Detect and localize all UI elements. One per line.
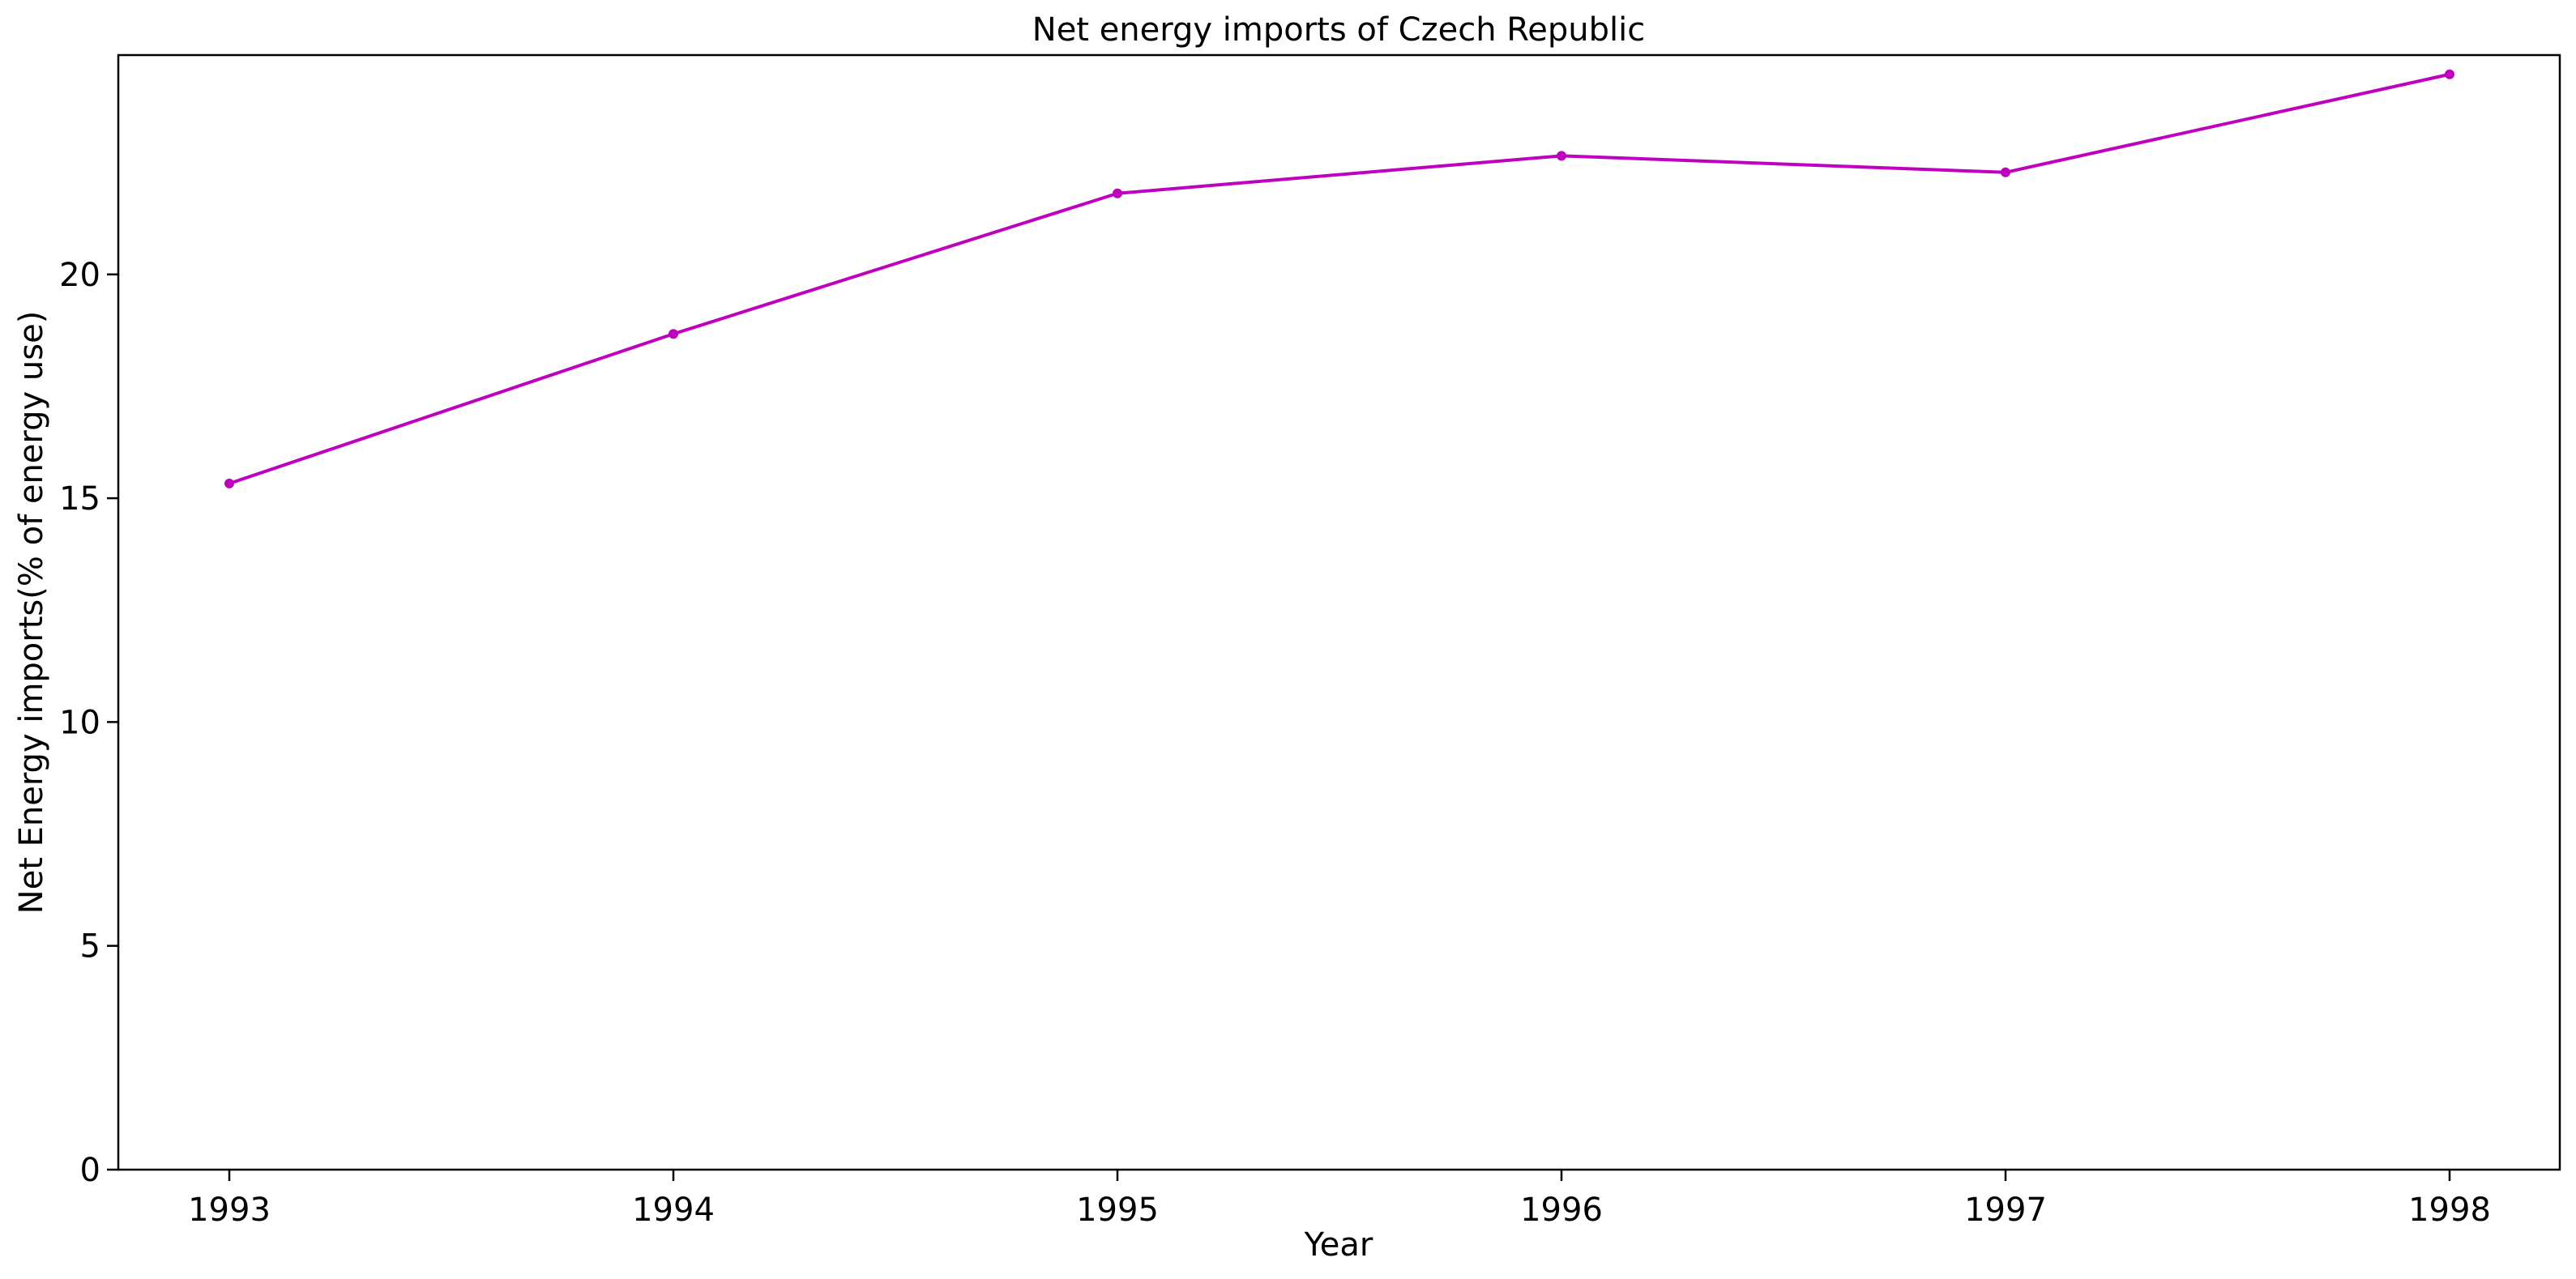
data-point-1998 bbox=[2445, 69, 2454, 79]
y-tick-label: 5 bbox=[80, 928, 100, 966]
x-tick-label: 1997 bbox=[1964, 1192, 2047, 1229]
y-axis-ticks: 0 5 10 15 20 bbox=[59, 257, 118, 1189]
y-tick-label: 0 bbox=[80, 1152, 100, 1189]
data-point-1994 bbox=[669, 329, 678, 339]
x-axis-ticks: 1993 1994 1995 1996 1997 1998 bbox=[188, 1170, 2491, 1229]
x-tick-label: 1994 bbox=[632, 1192, 715, 1229]
x-axis-title: Year bbox=[1304, 1226, 1373, 1264]
y-axis-title: Net Energy imports(% of energy use) bbox=[13, 311, 50, 914]
y-tick-label: 10 bbox=[59, 704, 100, 741]
y-tick-label: 15 bbox=[59, 480, 100, 518]
chart-title: Net energy imports of Czech Republic bbox=[1032, 11, 1645, 49]
plot-frame bbox=[117, 53, 2561, 1171]
series-line bbox=[228, 72, 2451, 485]
x-tick-label: 1998 bbox=[2408, 1192, 2491, 1229]
data-point-1993 bbox=[224, 478, 234, 488]
data-point-1996 bbox=[1557, 151, 1566, 161]
data-point-markers bbox=[224, 69, 2454, 488]
data-point-1997 bbox=[2001, 167, 2010, 177]
x-tick-label: 1995 bbox=[1076, 1192, 1159, 1229]
data-point-1995 bbox=[1113, 188, 1122, 198]
x-tick-label: 1993 bbox=[188, 1192, 271, 1229]
y-tick-label: 20 bbox=[59, 257, 100, 294]
x-tick-label: 1996 bbox=[1520, 1192, 1603, 1229]
